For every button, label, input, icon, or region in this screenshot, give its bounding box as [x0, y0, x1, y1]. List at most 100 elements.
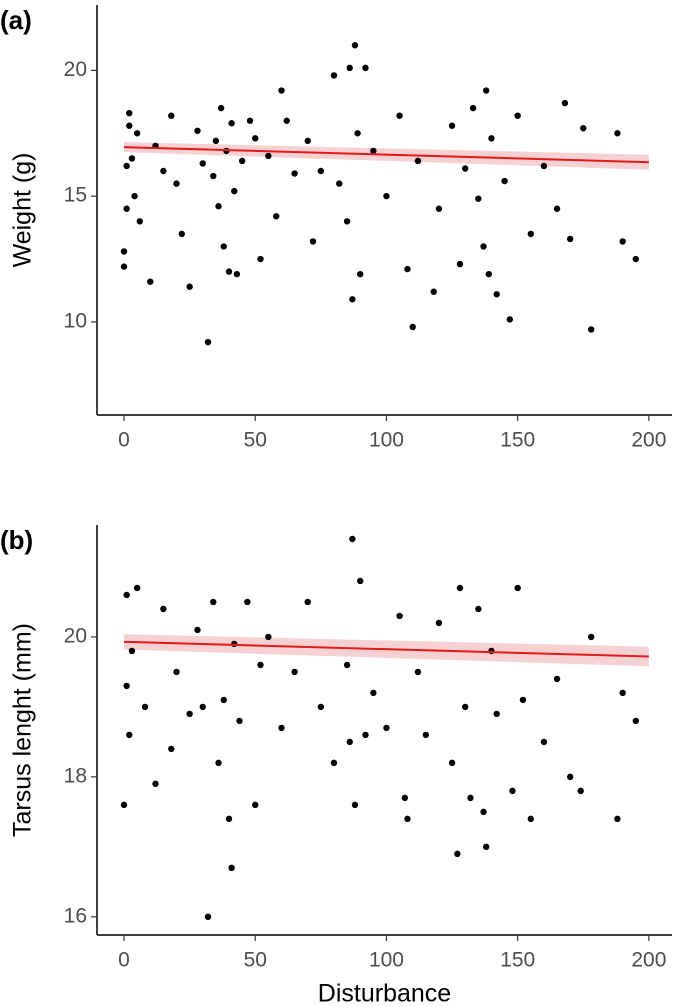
- data-point: [141, 703, 149, 711]
- data-point: [120, 248, 128, 255]
- data-point: [383, 192, 390, 200]
- data-point: [160, 605, 167, 613]
- data-point: [461, 703, 469, 711]
- data-point: [186, 710, 193, 718]
- data-point: [126, 731, 133, 739]
- data-point: [561, 99, 569, 107]
- data-point: [514, 584, 521, 592]
- data-point: [485, 270, 493, 278]
- data-point: [212, 137, 220, 145]
- data-point: [351, 801, 359, 809]
- data-point: [215, 759, 222, 767]
- data-point: [186, 283, 193, 290]
- data-point: [509, 787, 516, 795]
- confidence-band: [124, 142, 649, 170]
- data-point: [278, 724, 285, 732]
- data-point: [178, 230, 185, 238]
- x-tick-label: 0: [118, 949, 130, 972]
- data-point: [291, 170, 298, 177]
- data-point: [168, 112, 175, 119]
- data-point: [404, 265, 411, 273]
- data-point: [349, 535, 356, 543]
- data-point: [152, 780, 159, 788]
- data-point: [217, 104, 225, 112]
- x-tick-label: 50: [244, 949, 267, 972]
- data-point: [501, 177, 508, 185]
- data-point: [396, 612, 403, 620]
- data-point: [357, 270, 364, 278]
- data-point: [126, 122, 133, 129]
- y-tick-label: 20: [64, 624, 87, 647]
- data-point: [527, 815, 535, 823]
- data-point: [123, 205, 130, 212]
- data-point: [204, 913, 212, 921]
- data-point: [317, 703, 325, 711]
- data-point: [357, 577, 364, 585]
- data-point: [619, 238, 626, 245]
- data-point: [246, 117, 254, 124]
- data-point: [430, 288, 437, 295]
- data-point: [540, 738, 548, 746]
- x-tick-label: 200: [631, 429, 666, 452]
- data-point: [120, 263, 128, 270]
- data-point: [194, 626, 201, 634]
- data-point: [126, 109, 133, 117]
- data-point: [448, 122, 456, 129]
- y-tick-label: 18: [64, 764, 87, 787]
- data-point: [123, 591, 130, 599]
- data-point: [199, 703, 206, 711]
- data-point: [362, 64, 369, 72]
- data-point: [231, 187, 238, 195]
- x-tick-label: 100: [369, 429, 404, 452]
- data-point: [614, 130, 621, 137]
- data-point: [257, 661, 264, 669]
- data-point: [469, 104, 477, 112]
- data-point: [349, 296, 356, 303]
- data-point: [238, 157, 246, 165]
- data-point: [566, 773, 574, 781]
- data-point: [173, 668, 180, 676]
- data-point: [514, 112, 521, 119]
- data-point: [168, 745, 175, 753]
- data-point: [454, 850, 461, 858]
- data-point: [467, 794, 474, 802]
- data-point: [493, 710, 500, 718]
- data-point: [215, 203, 222, 210]
- data-point: [401, 794, 409, 802]
- data-point: [519, 696, 527, 704]
- data-point: [587, 326, 595, 333]
- data-point: [482, 843, 490, 851]
- data-point: [291, 668, 298, 676]
- data-point: [362, 731, 369, 739]
- data-point: [414, 157, 422, 165]
- fit-line: [124, 146, 649, 164]
- data-point: [456, 584, 464, 592]
- data-point: [351, 42, 359, 49]
- panel-label: (b): [0, 525, 33, 555]
- data-point: [435, 205, 443, 212]
- data-point: [506, 316, 514, 323]
- y-tick-label: 10: [64, 309, 87, 332]
- data-point: [304, 598, 311, 606]
- x-tick-label: 150: [500, 949, 535, 972]
- data-point: [614, 815, 621, 823]
- data-point: [553, 205, 561, 212]
- data-point: [131, 192, 138, 200]
- data-point: [133, 584, 141, 592]
- data-point: [370, 147, 377, 155]
- data-point: [147, 278, 154, 285]
- data-point: [540, 162, 548, 170]
- data-point: [396, 112, 403, 119]
- data-point: [482, 87, 490, 94]
- data-point: [553, 675, 561, 683]
- data-point: [343, 218, 351, 225]
- data-point: [225, 268, 233, 275]
- data-point: [220, 243, 227, 250]
- data-point: [194, 127, 201, 134]
- data-point: [278, 87, 285, 94]
- data-point: [475, 605, 482, 613]
- x-tick-label: 150: [500, 429, 535, 452]
- data-point: [343, 661, 351, 669]
- data-point: [587, 633, 595, 641]
